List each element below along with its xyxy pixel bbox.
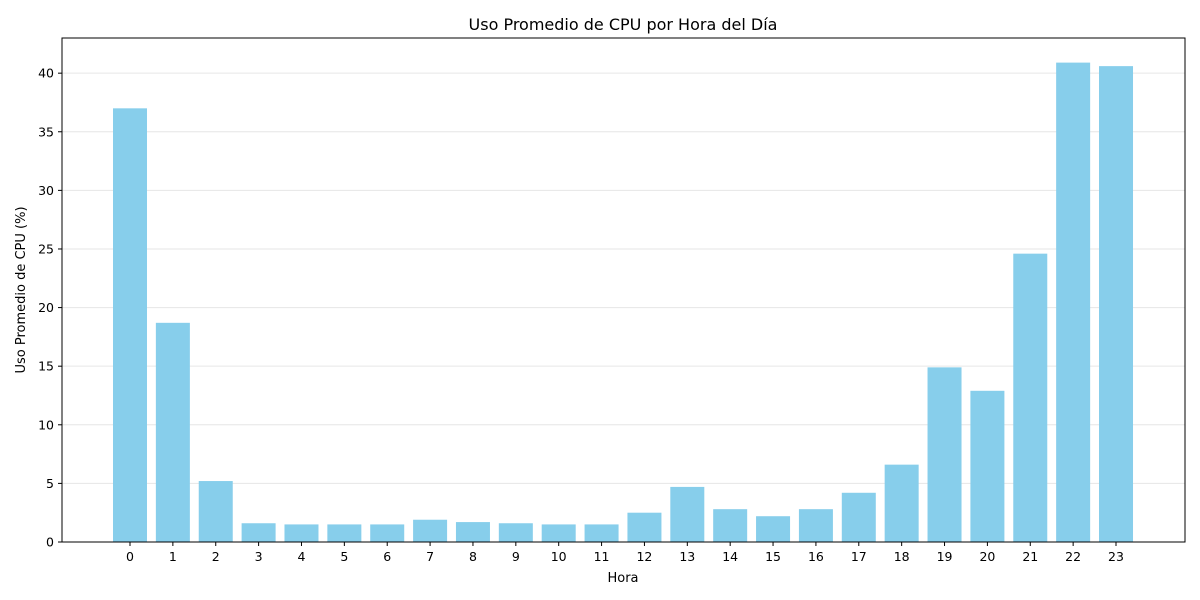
- bar-hour-20: [970, 390, 1005, 542]
- bar-hour-14: [713, 509, 748, 542]
- bar-hour-1: [155, 322, 190, 542]
- bar-hour-7: [413, 519, 448, 542]
- x-axis-ticks: 0 1 2 3 4 5 6 7 8 9 10 11 12 13 14 15 16 17 18 19 20 21 22 23: [126, 542, 1124, 564]
- bar-hour-10: [541, 524, 576, 542]
- x-tick-label: 5: [340, 549, 348, 564]
- x-tick-label: 15: [765, 549, 781, 564]
- x-tick-label: 11: [594, 549, 610, 564]
- x-tick-label: 6: [383, 549, 391, 564]
- x-tick-label: 22: [1065, 549, 1081, 564]
- x-tick-label: 1: [169, 549, 177, 564]
- bar-hour-15: [756, 516, 791, 542]
- y-tick-label: 20: [38, 300, 54, 315]
- y-tick-label: 35: [38, 124, 54, 139]
- plot-frame: [61, 37, 1186, 543]
- bar-hour-5: [327, 524, 362, 542]
- x-tick-label: 18: [894, 549, 910, 564]
- x-tick-label: 8: [469, 549, 477, 564]
- bar-hour-22: [1056, 62, 1091, 542]
- y-tick-label: 15: [38, 359, 54, 374]
- bar-hour-18: [884, 464, 919, 542]
- x-tick-label: 20: [979, 549, 995, 564]
- x-tick-label: 9: [512, 549, 520, 564]
- bar-hour-11: [584, 524, 619, 542]
- x-tick-label: 10: [551, 549, 567, 564]
- y-tick-label: 40: [38, 66, 54, 81]
- bar-hour-12: [627, 512, 662, 542]
- y-tick-label: 0: [46, 535, 54, 550]
- bar-hour-4: [284, 524, 319, 542]
- x-tick-label: 0: [126, 549, 134, 564]
- y-tick-label: 10: [38, 417, 54, 432]
- bar-hour-8: [455, 522, 490, 542]
- x-tick-label: 23: [1108, 549, 1124, 564]
- x-tick-label: 7: [426, 549, 434, 564]
- bar-hour-17: [841, 492, 876, 542]
- x-tick-label: 21: [1022, 549, 1038, 564]
- x-tick-label: 12: [636, 549, 652, 564]
- bar-hour-0: [113, 108, 147, 542]
- x-tick-label: 16: [808, 549, 824, 564]
- y-tick-label: 25: [38, 241, 54, 256]
- x-tick-label: 19: [937, 549, 953, 564]
- y-tick-label: 5: [46, 476, 54, 491]
- y-axis-ticks: 0 5 10 15 20 25 30 35 40: [38, 66, 62, 550]
- bar-hour-16: [798, 509, 833, 542]
- x-axis-label: Hora: [607, 571, 638, 586]
- bars: [113, 62, 1134, 543]
- y-tick-label: 30: [38, 183, 54, 198]
- bar-hour-19: [927, 367, 962, 542]
- x-tick-label: 13: [679, 549, 695, 564]
- x-tick-label: 3: [255, 549, 263, 564]
- chart-title: Uso Promedio de CPU por Hora del Día: [469, 15, 778, 34]
- y-axis-label: Uso Promedio de CPU (%): [14, 206, 29, 373]
- bar-hour-3: [241, 523, 276, 542]
- bar-hour-21: [1013, 253, 1048, 543]
- bar-hour-23: [1099, 66, 1134, 542]
- x-tick-label: 17: [851, 549, 867, 564]
- bar-hour-13: [670, 486, 705, 542]
- bar-hour-9: [498, 523, 533, 542]
- bar-hour-2: [198, 481, 233, 542]
- bar-hour-6: [370, 524, 405, 542]
- grid-lines: [62, 72, 1185, 543]
- x-tick-label: 4: [298, 549, 306, 564]
- x-tick-label: 2: [212, 549, 220, 564]
- x-tick-label: 14: [722, 549, 738, 564]
